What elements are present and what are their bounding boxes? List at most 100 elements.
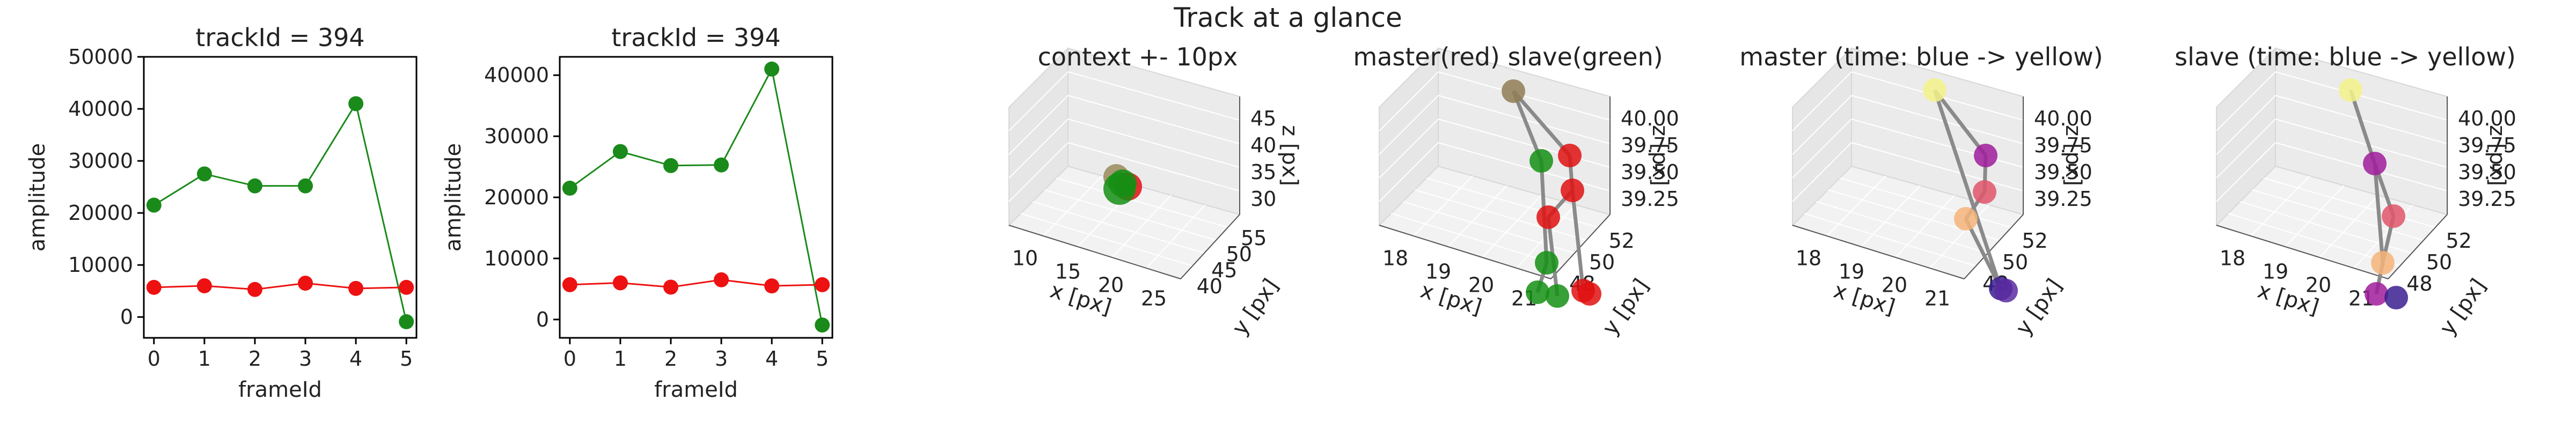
- y-tick-label: 0: [536, 308, 549, 331]
- grid-line: [1008, 119, 1069, 179]
- z-tick-label: 35: [1250, 160, 1276, 184]
- grid-line: [1067, 95, 1240, 144]
- data-point: [663, 279, 678, 295]
- z-axis-label: z [px]: [1648, 125, 1672, 186]
- x-axis-label: frameId: [238, 378, 322, 402]
- track-point: [1109, 169, 1137, 197]
- track-point: [1529, 149, 1553, 173]
- track-link: [2348, 89, 2377, 165]
- z-tick-label: 45: [1250, 107, 1276, 130]
- line-chart-1: trackId = 394 0 1 2 3 4 5 0 10000 20000 30000 40000…: [25, 23, 418, 402]
- figure-suptitle: Track at a glance: [1173, 2, 1402, 33]
- y-tick-label: 20000: [484, 186, 549, 209]
- z-axis-label: z [px]: [2485, 125, 2509, 186]
- data-point: [196, 278, 212, 293]
- y-tick-label: 50000: [68, 45, 133, 69]
- chart-title: context +- 10px: [1038, 42, 1238, 71]
- grid-line: [1391, 213, 1563, 267]
- x-axis-line: [1008, 225, 1181, 279]
- x-tick-label: 0: [148, 347, 160, 371]
- x-axis-label: frameId: [654, 378, 738, 402]
- z-tick-label: 30: [1250, 187, 1276, 211]
- x-tick-label: 19: [1839, 260, 1864, 284]
- track-point: [1954, 207, 1978, 231]
- x-tick-label: 10: [1012, 247, 1038, 270]
- grid-line: [1146, 204, 1206, 269]
- grid-line: [2216, 95, 2276, 155]
- chart-title: master (time: blue -> yellow): [1739, 42, 2103, 71]
- y-tick-label: 52: [1608, 229, 1634, 253]
- grid-line: [1379, 119, 1439, 179]
- plot-frame: [559, 56, 833, 339]
- grid-line: [2216, 119, 2276, 179]
- track-point: [1994, 279, 2018, 302]
- z-tick-label: 39.50: [1621, 160, 1679, 184]
- data-point: [399, 314, 414, 329]
- track-link: [1511, 90, 1543, 162]
- chart-title: trackId = 394: [195, 23, 364, 52]
- y-tick-label: 10000: [484, 247, 549, 270]
- track-point: [1546, 284, 1569, 308]
- z-axis-label: z [px]: [1277, 125, 1302, 186]
- x-tick-label: 1: [614, 347, 627, 371]
- x-tick-label: 18: [1796, 247, 1821, 270]
- track-point: [1536, 205, 1560, 229]
- x-tick-label: 18: [1382, 247, 1408, 270]
- grid-line: [1895, 195, 1955, 258]
- track-point: [1535, 251, 1558, 275]
- y-tick-label: 30000: [68, 149, 133, 173]
- z-tick-label: 39.50: [2458, 160, 2516, 184]
- track-point: [2363, 152, 2387, 175]
- grid-line: [1067, 142, 1240, 191]
- track-link: [1964, 218, 2003, 290]
- data-point: [399, 279, 414, 295]
- series-line-2: [153, 282, 407, 291]
- z-tick-label: 40: [1250, 134, 1276, 157]
- grid-line: [1426, 177, 1599, 228]
- data-point: [348, 96, 364, 112]
- track-point: [2371, 251, 2395, 275]
- track-point: [2365, 282, 2388, 306]
- grid-line: [1792, 142, 1852, 202]
- x-tick-label: 5: [400, 347, 413, 371]
- grid-line: [1067, 119, 1240, 168]
- axis-pane: [1379, 47, 1439, 227]
- x-tick-label: 15: [1055, 260, 1081, 284]
- x-tick-label: 20: [1098, 273, 1124, 297]
- grid-line: [1792, 71, 1852, 131]
- grid-line: [2319, 195, 2379, 258]
- data-point: [298, 276, 313, 291]
- y-tick-label: 10000: [68, 253, 133, 277]
- track-link: [1933, 88, 1987, 157]
- grid-line: [2275, 142, 2448, 191]
- track-link: [1512, 90, 1571, 157]
- grid-line: [1482, 195, 1542, 258]
- y-tick-label: 40000: [484, 63, 549, 87]
- x-tick-label: 0: [564, 347, 576, 371]
- x-axis-line: [1792, 225, 1965, 279]
- data-point: [612, 275, 628, 291]
- y-axis-label: amplitude: [441, 143, 466, 252]
- data-point: [815, 317, 830, 333]
- grid-line: [1043, 175, 1103, 236]
- x-tick-label: 4: [765, 347, 778, 371]
- plot-frame: [143, 56, 418, 339]
- y-axis-label: y [px]: [1598, 275, 1654, 340]
- data-point: [815, 277, 830, 292]
- grid-line: [1056, 177, 1228, 228]
- grid-line: [1816, 201, 1988, 254]
- data-point: [247, 178, 262, 194]
- y-tick-label: 50: [1589, 250, 1615, 274]
- track-point: [1923, 78, 1946, 102]
- grid-line: [1792, 95, 1852, 155]
- x-tick-label: 20: [1882, 273, 1907, 297]
- series-line-2: [569, 279, 823, 288]
- grid-line: [1804, 213, 1977, 267]
- x-tick-label: 21: [1924, 287, 1950, 310]
- y-axis-label: y [px]: [2011, 275, 2067, 340]
- y-axis-line: [1550, 214, 1611, 279]
- grid-line: [2263, 177, 2436, 228]
- y-axis-label: y [px]: [2435, 275, 2491, 340]
